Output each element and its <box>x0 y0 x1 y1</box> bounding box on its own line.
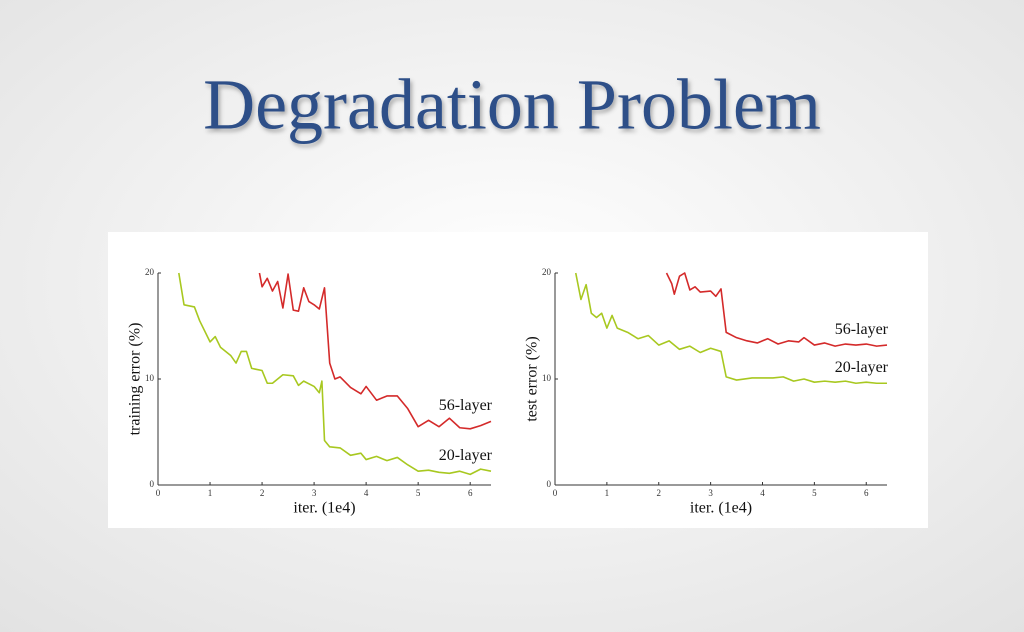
y-axis-label: training error (%) <box>127 323 144 436</box>
series-line <box>574 272 887 385</box>
y-axis-label: test error (%) <box>524 336 541 421</box>
series-line <box>178 272 492 476</box>
x-tick-label: 3 <box>312 488 317 498</box>
x-tick-label: 3 <box>708 488 713 498</box>
x-tick-label: 5 <box>812 488 817 498</box>
x-tick-label: 1 <box>605 488 610 498</box>
y-tick-label: 10 <box>145 373 155 383</box>
x-tick-label: 6 <box>864 488 869 498</box>
series-label: 20-layer <box>439 447 493 464</box>
y-tick-label: 0 <box>150 479 155 489</box>
x-tick-label: 2 <box>657 488 662 498</box>
x-tick-label: 0 <box>156 488 161 498</box>
series-line <box>665 272 888 347</box>
x-axis-label: iter. (1e4) <box>690 500 752 517</box>
y-tick-label: 20 <box>542 267 552 277</box>
x-axis-label: iter. (1e4) <box>293 500 355 517</box>
y-tick-label: 20 <box>145 267 155 277</box>
x-tick-label: 4 <box>760 488 765 498</box>
series-label: 20-layer <box>835 359 889 376</box>
series-line <box>258 272 492 430</box>
x-tick-label: 2 <box>260 488 265 498</box>
x-tick-label: 4 <box>364 488 369 498</box>
slide-title: Degradation Problem <box>203 65 821 145</box>
x-tick-label: 5 <box>416 488 421 498</box>
series-label: 56-layer <box>439 397 493 414</box>
x-tick-label: 1 <box>208 488 213 498</box>
y-tick-label: 10 <box>542 373 552 383</box>
x-tick-label: 6 <box>468 488 473 498</box>
y-tick-label: 0 <box>547 479 552 489</box>
x-tick-label: 0 <box>553 488 558 498</box>
series-label: 56-layer <box>835 321 889 338</box>
